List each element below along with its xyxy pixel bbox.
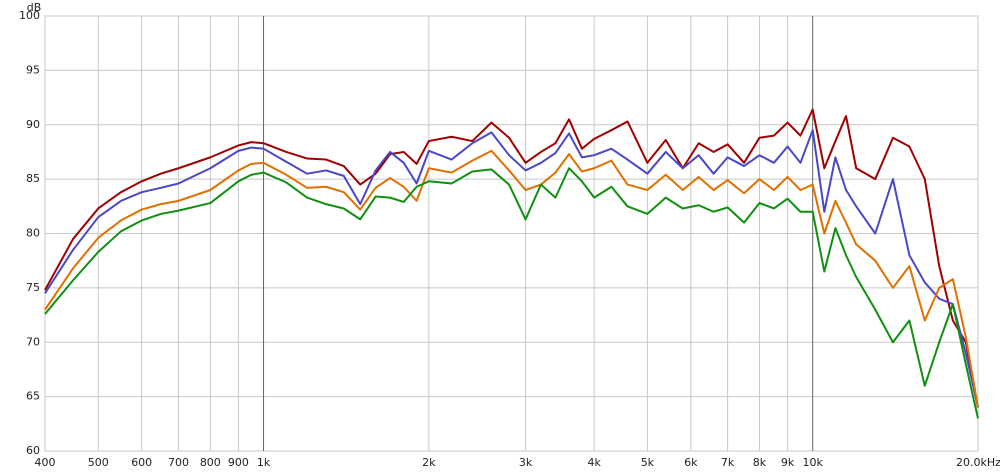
series-line (44, 149, 979, 408)
x-tick-label: 8k (753, 456, 767, 469)
x-tick-label: 7k (721, 456, 735, 469)
y-tick-label: 65 (26, 390, 40, 403)
x-tick-label: 9k (781, 456, 795, 469)
y-tick-label: 95 (26, 63, 40, 76)
x-tick-label: 600 (131, 456, 152, 469)
series-line (44, 108, 979, 408)
series-line (44, 167, 979, 419)
x-tick-label: 3k (519, 456, 533, 469)
x-tick-label: 5k (641, 456, 655, 469)
x-tick-label: 1k (257, 456, 271, 469)
x-tick-label: 500 (88, 456, 109, 469)
series-line (44, 129, 979, 408)
x-tick-label: 700 (168, 456, 189, 469)
y-unit-label: dB (27, 1, 42, 14)
x-tick-label: 400 (35, 456, 56, 469)
x-tick-label: 6k (684, 456, 698, 469)
grid (44, 15, 979, 452)
x-tick-label: 2k (422, 456, 436, 469)
x-tick-label: 10k (803, 456, 824, 469)
y-tick-label: 75 (26, 281, 40, 294)
x-tick-label: 4k (587, 456, 601, 469)
x-tick-label: 800 (200, 456, 221, 469)
y-tick-label: 100 (19, 9, 40, 22)
y-tick-label: 80 (26, 227, 40, 240)
x-tick-label: 900 (228, 456, 249, 469)
y-tick-label: 90 (26, 118, 40, 131)
y-tick-label: 85 (26, 172, 40, 185)
x-tick-label: 20.0kHz (956, 456, 1000, 469)
y-tick-label: 60 (26, 444, 40, 457)
y-tick-label: 70 (26, 335, 40, 348)
